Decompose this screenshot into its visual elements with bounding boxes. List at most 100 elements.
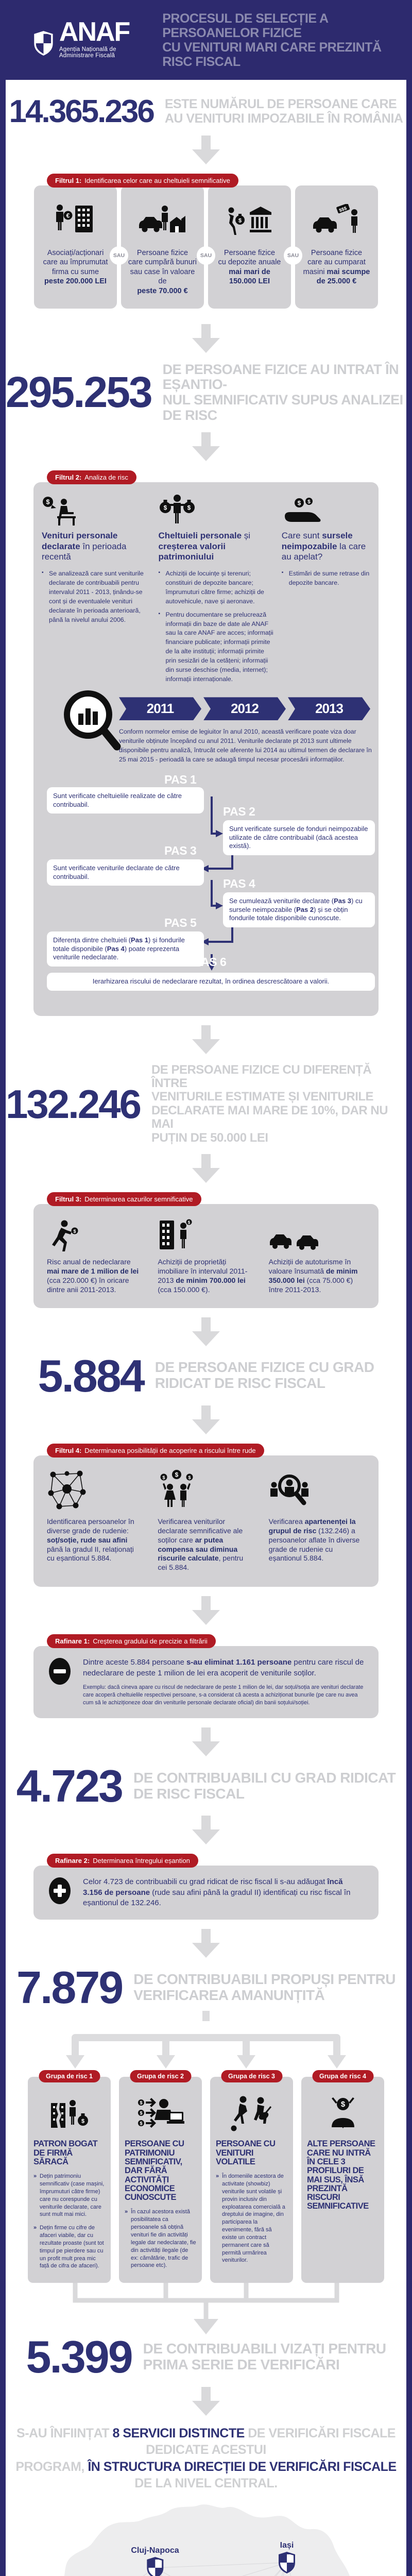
arrow-down-icon <box>188 1025 224 1054</box>
arrow-down-icon <box>188 1154 224 1183</box>
declared-income-icon: $ <box>42 493 150 526</box>
pas-label: PAS 3 <box>164 843 197 857</box>
pas-step: Sunt verificate veniturile declarate de … <box>47 859 204 886</box>
arrow-down-icon <box>188 1596 224 1625</box>
stat-desc: DE PERSOANE FIZICE AU INTRAT ÎN EȘANTIO-… <box>162 361 404 423</box>
stat-number: 14.365.236 <box>9 94 155 129</box>
refine1-card: Dintre aceste 5.884 persoane s-au elimin… <box>33 1646 379 1719</box>
stat-desc: ESTE NUMĂRUL DE PERSOANE CARE AU VENITURI… <box>164 97 403 126</box>
svg-text:$: $ <box>238 217 241 224</box>
pas-step: Diferența dintre cheltuieli (Pas 1) și f… <box>47 931 204 967</box>
svg-text:$: $ <box>140 2111 142 2116</box>
svg-text:$: $ <box>81 2119 84 2125</box>
filter2-column-spending: $ $ Cheltuieli personale și creșterea val… <box>159 493 273 688</box>
filter2-column-income: $ Venituri personale declarate în perioa… <box>42 493 150 688</box>
filter4-item: $ $ $ Verificarea veniturilor declarate se… <box>158 1468 254 1572</box>
risk-group-badge: Grupa de risc 2 <box>129 2070 192 2083</box>
branch-arrows <box>66 2011 346 2069</box>
risk-group-4: Grupa de risc 4 $ ALTE PERSOANE CARE NU … <box>301 2070 384 2283</box>
filter2-column-sources: $ $ Care sunt sursele neimpozabile la car… <box>282 493 370 688</box>
arrow-down-icon <box>188 1727 224 1757</box>
stat-number: 132.246 <box>6 1081 142 1127</box>
page-title: PROCESUL DE SELECȚIE A PERSOANELOR FIZIC… <box>162 11 382 69</box>
analysis-timeline: 2011 2012 2013 Conform normelor emise de… <box>42 690 372 764</box>
svg-text:$: $ <box>297 500 301 507</box>
stat-number: 295.253 <box>6 368 153 417</box>
stat-proposed: 7.879 DE CONTRIBUABILI PROPUȘI PENTRU VER… <box>6 1962 406 2013</box>
timeline-year: 2013 <box>288 697 370 720</box>
svg-text:$$$: $$$ <box>338 206 347 213</box>
main-content: 14.365.236 ESTE NUMĂRUL DE PERSOANE CARE… <box>6 80 406 2576</box>
or-separator: SAU <box>110 246 128 265</box>
header: ANAF Agenția Națională de Administrare F… <box>0 0 412 80</box>
arrow-down-icon <box>188 2386 224 2416</box>
merge-arrows <box>73 2283 339 2335</box>
stat-taxable-persons: 14.365.236 ESTE NUMĂRUL DE PERSOANE CARE… <box>6 80 406 129</box>
svg-text:$: $ <box>73 1229 76 1234</box>
arrow-down-icon <box>188 324 224 353</box>
risk-group-badge: Grupa de risc 1 <box>38 2070 100 2083</box>
filter3-badge: Filtrul 3: Determinarea cazurilor semnifi… <box>47 1192 201 1207</box>
property-purchase-icon: $ <box>158 1216 254 1252</box>
filter3-item: Achiziții de autoturisme în valoare însu… <box>269 1216 365 1295</box>
arrow-down-icon <box>188 432 224 462</box>
svg-text:$: $ <box>163 504 167 512</box>
filter1-card: Persoane fizice care cumpără bunuri sau ca… <box>121 185 204 309</box>
spouses-income-icon: $ $ $ <box>158 1468 254 1512</box>
stat-desc: DE PERSOANE FIZICE CU DIFERENȚĂ ÎNTRE VEN… <box>151 1062 388 1145</box>
stat-desc: DE CONTRIBUABILI PROPUȘI PENTRU VERIFICAR… <box>133 1971 396 2003</box>
arrow-down-icon <box>188 1317 224 1346</box>
services-headline: S-AU ÎNFIINȚAT 8 SERVICII DISTINCTE DE V… <box>15 2426 397 2491</box>
filter3-item: $ Achiziții de proprietăți imobiliare în… <box>158 1216 254 1295</box>
pas-label: PAS 1 <box>164 772 197 786</box>
svg-text:$: $ <box>140 2100 142 2106</box>
other-significant-risk-icon: $ <box>307 2094 379 2134</box>
city-iasi: Iași <box>278 2541 296 2576</box>
filter4-card: Identificarea persoanelor în diverse gra… <box>33 1455 379 1587</box>
filter4-badge: Filtrul 4: Determinarea posibilității de … <box>47 1443 264 1458</box>
minus-circle-icon <box>48 1657 72 1688</box>
pas-label: PAS 4 <box>223 876 255 890</box>
cars-purchase-icon <box>269 1216 365 1252</box>
timeline-year: 2011 <box>119 697 201 720</box>
stat-number: 4.723 <box>16 1760 124 1812</box>
city-shield-icon <box>278 2551 296 2574</box>
plus-circle-icon <box>48 1877 72 1907</box>
bank-deposits-icon: $ <box>212 200 287 240</box>
timeline-note: Conform normelor emise de legiuitor în a… <box>119 728 372 763</box>
stat-number: 5.884 <box>38 1350 145 1401</box>
svg-text:€: € <box>66 212 70 219</box>
city-cluj-napoca: Cluj-Napoca <box>131 2546 179 2576</box>
shareholder-loan-icon: € <box>38 200 113 240</box>
filter1-card: $ Persoane fizice cu depozite anuale mai m… <box>208 185 291 309</box>
stat-number: 7.879 <box>16 1962 124 2013</box>
or-separator: SAU <box>284 246 302 265</box>
or-separator: SAU <box>197 246 215 265</box>
svg-text:$: $ <box>46 498 50 506</box>
kinship-network-icon <box>47 1468 143 1512</box>
logo-subtitle: Agenția Națională de Administrare Fiscal… <box>59 46 116 59</box>
pas-step: Ierarhizarea riscului de nedeclarare rez… <box>47 972 375 991</box>
anaf-logo: ANAF Agenția Națională de Administrare F… <box>33 19 149 59</box>
svg-text:$: $ <box>188 1475 191 1480</box>
stat-number: 5.399 <box>26 2331 133 2383</box>
risk-group-badge: Grupa de risc 4 <box>312 2070 374 2083</box>
undeclared-risk-icon: $ <box>47 1216 143 1252</box>
goods-houses-icon <box>125 200 200 240</box>
stat-sample: 295.253 DE PERSOANE FIZICE AU INTRAT ÎN … <box>6 362 406 423</box>
stat-4723: 4.723 DE CONTRIBUABILI CU GRAD RIDICAT DE… <box>6 1760 406 1812</box>
arrow-down-icon <box>188 135 224 164</box>
svg-text:$: $ <box>187 504 191 512</box>
risk-group-badge: Grupa de risc 3 <box>220 2070 283 2083</box>
svg-text:$: $ <box>163 1475 165 1480</box>
pas-step: Sunt verificate cheltuielile realizate d… <box>47 787 204 814</box>
nontaxable-sources-icon: $ $ <box>282 493 370 526</box>
refine2-card: Celor 4.723 de contribuabili cu grad rid… <box>33 1866 379 1920</box>
volatile-income-icon <box>216 2094 287 2134</box>
refine1-badge: Rafinare 1: Creșterea gradului de precizi… <box>47 1634 216 1649</box>
filter2-badge: Filtrul 2: Analiza de risc <box>47 470 136 485</box>
pas-connectors <box>201 796 233 971</box>
timeline-year: 2012 <box>203 697 286 720</box>
stat-highrisk: 5.884 DE PERSOANE FIZICE CU GRAD RIDICAT … <box>6 1350 406 1401</box>
